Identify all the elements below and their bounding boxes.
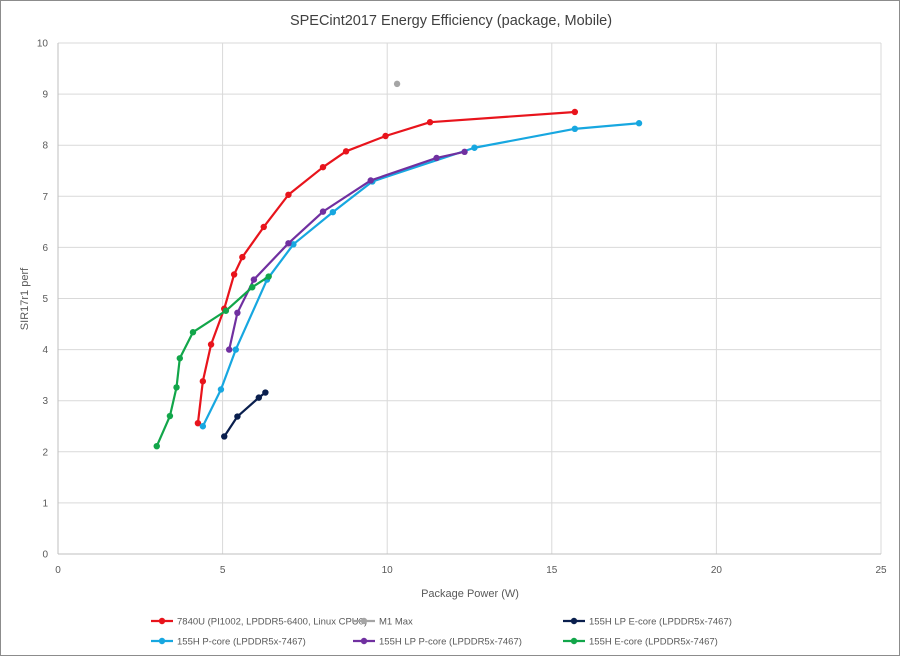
y-tick-label: 0	[42, 550, 48, 561]
data-point	[173, 384, 180, 391]
data-point	[571, 125, 579, 133]
data-point	[249, 284, 256, 291]
chart-title: SPECint2017 Energy Efficiency (package, …	[290, 13, 612, 29]
data-point	[262, 389, 269, 396]
y-tick-label: 6	[42, 243, 48, 254]
legend-swatch-marker	[570, 617, 578, 625]
y-tick-label: 3	[42, 396, 48, 407]
legend-item: 155H E-core (LPDDR5x-7467)	[563, 637, 718, 648]
data-point	[285, 191, 292, 198]
legend-label: 155H E-core (LPDDR5x-7467)	[589, 637, 718, 648]
legend-label: 155H P-core (LPDDR5x-7467)	[177, 637, 306, 648]
plot-area	[153, 80, 643, 450]
data-point	[367, 177, 374, 184]
series-0	[194, 108, 579, 427]
legend-item: M1 Max	[353, 617, 413, 628]
x-tick-label: 5	[220, 565, 226, 576]
series-5	[153, 273, 272, 450]
data-point	[232, 346, 239, 353]
series-1	[393, 80, 401, 88]
legend-swatch-marker	[158, 617, 166, 625]
legend-label: M1 Max	[379, 617, 413, 628]
legend-swatch-marker	[158, 637, 166, 645]
data-point	[471, 144, 478, 151]
y-tick-label: 2	[42, 447, 48, 458]
data-point	[153, 442, 160, 450]
legend-label: 155H LP P-core (LPDDR5x-7467)	[379, 637, 522, 648]
series-line	[223, 391, 267, 438]
series-line	[196, 110, 575, 424]
y-tick-label: 1	[42, 498, 48, 509]
data-point	[290, 241, 297, 248]
legend-label: 155H LP E-core (LPDDR5x-7467)	[589, 617, 732, 628]
data-point	[166, 412, 174, 420]
legend-item: 7840U (PI1002, LPDDR5-6400, Linux CPU0)	[151, 617, 367, 628]
y-tick-label: 9	[42, 90, 48, 101]
series-line	[155, 275, 270, 447]
data-point	[382, 132, 389, 140]
data-point	[234, 309, 241, 317]
data-point	[635, 120, 643, 127]
legend-item: 155H LP E-core (LPDDR5x-7467)	[563, 617, 732, 628]
data-point	[250, 276, 258, 283]
y-tick-label: 5	[42, 294, 48, 305]
data-point	[265, 273, 272, 280]
legend-swatch-marker	[360, 637, 368, 645]
legend-label: 7840U (PI1002, LPDDR5-6400, Linux CPU0)	[177, 617, 367, 628]
y-axis-label: SIR17r1 perf	[19, 267, 31, 330]
data-point	[393, 80, 401, 88]
data-point	[217, 386, 225, 393]
data-point	[329, 208, 337, 216]
data-point	[176, 355, 184, 362]
data-point	[255, 394, 263, 401]
data-point	[319, 163, 327, 171]
legend-swatch-marker	[360, 617, 368, 625]
data-point	[234, 413, 241, 420]
data-point	[571, 108, 579, 116]
data-point	[221, 433, 228, 440]
data-point	[199, 378, 207, 385]
legend-item: 155H P-core (LPDDR5x-7467)	[151, 637, 306, 648]
series-4	[225, 148, 468, 353]
data-point	[319, 208, 327, 215]
axes: 0 5 10 15 20 25 0 1 2 3 4 5 6 7 8 9 10	[37, 39, 887, 577]
x-tick-label: 0	[55, 565, 61, 576]
data-point	[260, 223, 267, 231]
y-tick-label: 10	[37, 39, 49, 50]
data-point	[426, 119, 434, 126]
data-point	[189, 329, 197, 336]
data-point	[222, 307, 230, 314]
data-point	[433, 154, 440, 162]
y-tick-label: 4	[42, 345, 48, 356]
legend-item: 155H LP P-core (LPDDR5x-7467)	[353, 637, 522, 648]
data-point	[239, 253, 246, 261]
data-point	[285, 240, 292, 247]
x-axis-label: Package Power (W)	[421, 588, 519, 600]
gridlines	[57, 42, 882, 555]
series-line	[201, 122, 640, 427]
y-tick-label: 8	[42, 141, 48, 152]
data-point	[199, 423, 207, 430]
x-tick-label: 25	[875, 565, 887, 576]
legend-swatch-marker	[570, 637, 578, 645]
data-point	[342, 148, 350, 155]
data-point	[194, 419, 202, 427]
series-2	[221, 389, 269, 440]
x-tick-label: 10	[382, 565, 394, 576]
y-tick-label: 7	[42, 192, 48, 203]
legend: 7840U (PI1002, LPDDR5-6400, Linux CPU0) M…	[151, 617, 732, 648]
data-point	[207, 341, 215, 348]
x-tick-label: 15	[546, 565, 558, 576]
data-point	[225, 346, 233, 353]
data-point	[230, 271, 238, 278]
x-tick-label: 20	[711, 565, 723, 576]
series-line	[228, 150, 465, 350]
data-point	[461, 148, 468, 156]
